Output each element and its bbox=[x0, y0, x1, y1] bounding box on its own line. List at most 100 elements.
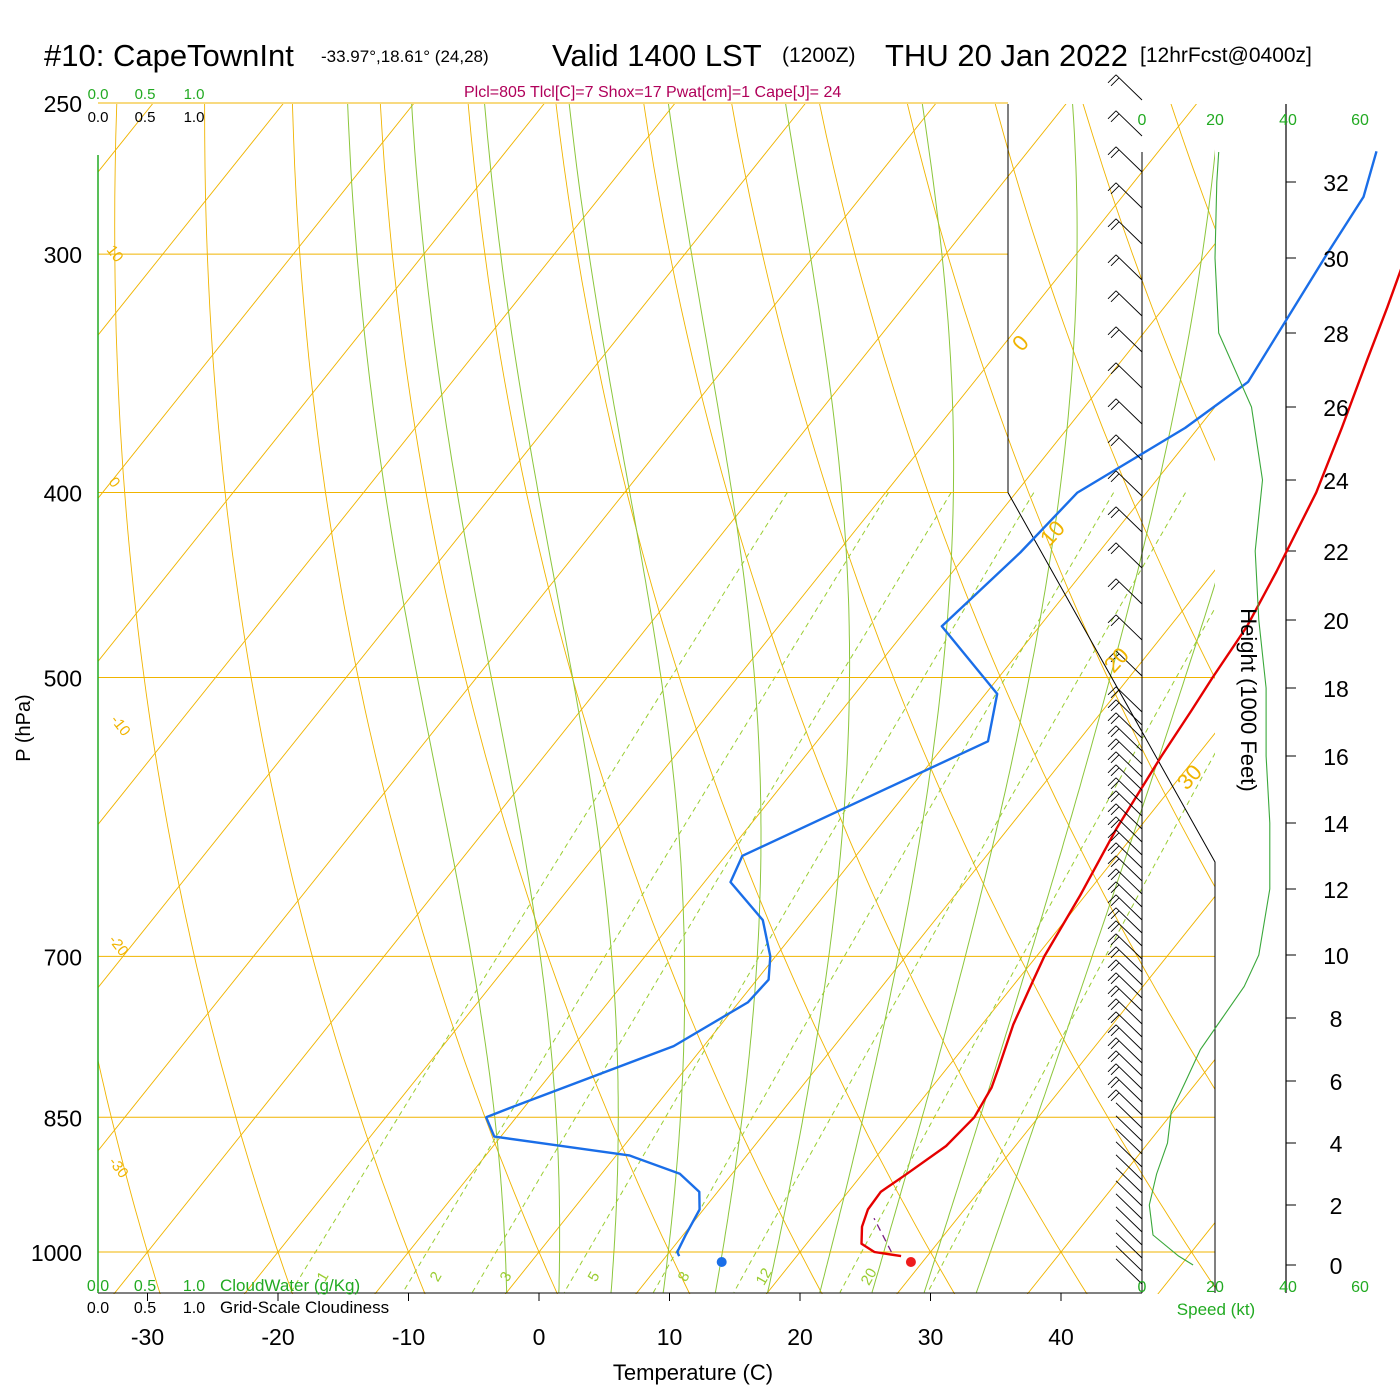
wind-barb-flag bbox=[1107, 74, 1117, 84]
wind-barb-flag bbox=[1107, 218, 1117, 228]
isotherm-line bbox=[98, 104, 414, 499]
wind-barb bbox=[1115, 146, 1143, 173]
wind-barb bbox=[1115, 1102, 1143, 1129]
dry-adiabat bbox=[1346, 103, 1400, 1300]
wind-barb-flag bbox=[1110, 149, 1120, 159]
wind-speed-tick-top: 40 bbox=[1279, 112, 1297, 129]
mixing-ratio-line bbox=[927, 752, 1215, 1293]
wind-barb bbox=[1115, 614, 1143, 641]
cloudiness-label: Grid-Scale Cloudiness bbox=[220, 1298, 389, 1317]
wind-barb bbox=[1115, 998, 1143, 1025]
wind-barb-flag bbox=[1107, 506, 1117, 516]
wind-barb bbox=[1115, 1089, 1143, 1116]
height-tick-label: 2 bbox=[1330, 1193, 1343, 1219]
wind-barb bbox=[1115, 1024, 1143, 1051]
moist-adiabat bbox=[667, 104, 762, 1293]
height-tick-label: 28 bbox=[1323, 321, 1349, 347]
wind-barb bbox=[1115, 470, 1143, 497]
wind-barb-flag bbox=[1107, 829, 1117, 839]
moist-adiabat bbox=[975, 582, 1215, 1293]
isotherm-line bbox=[98, 104, 675, 826]
wind-barb bbox=[1115, 362, 1143, 389]
wind-barb-flag bbox=[1107, 110, 1117, 120]
pressure-tick-label: 400 bbox=[44, 481, 82, 507]
wind-barb-flag bbox=[1107, 398, 1117, 408]
wind-barb-flag bbox=[1110, 1092, 1120, 1102]
wind-barb-flag bbox=[1107, 946, 1117, 956]
wind-barb bbox=[1115, 894, 1143, 921]
wind-barb-flag bbox=[1107, 362, 1117, 372]
isotherm-line bbox=[98, 104, 284, 336]
wind-barb bbox=[1115, 326, 1143, 353]
wind-barb-flag bbox=[1110, 741, 1120, 751]
wind-barb-flag bbox=[1107, 751, 1117, 761]
wind-barb bbox=[1115, 1232, 1143, 1259]
mixing-ratio-line bbox=[733, 492, 1186, 1293]
wind-barb bbox=[1115, 182, 1143, 209]
wind-barb-flag bbox=[1107, 686, 1117, 696]
grid-layer bbox=[98, 103, 1400, 1300]
dry-adiabat bbox=[1170, 104, 1215, 230]
wind-barb-flag bbox=[1107, 290, 1117, 300]
wind-barb bbox=[1115, 959, 1143, 986]
wind-barb bbox=[1115, 506, 1143, 533]
mixing-ratio-label: 5 bbox=[585, 1269, 604, 1285]
moist-adiabat bbox=[347, 104, 508, 1293]
wind-barb-flag bbox=[1107, 434, 1117, 444]
isotherm-label: 0 bbox=[1007, 330, 1034, 356]
height-tick-label: 24 bbox=[1323, 468, 1349, 494]
mixing-ratio-line bbox=[290, 492, 788, 1293]
height-tick-label: 10 bbox=[1323, 943, 1349, 969]
wind-barb-flag bbox=[1107, 738, 1117, 748]
wind-barb bbox=[1115, 1141, 1143, 1168]
wind-barb-flag bbox=[1110, 1079, 1120, 1089]
moist-adiabat bbox=[923, 149, 1215, 1293]
wind-speed-axis-label: Speed (kt) bbox=[1177, 1300, 1255, 1319]
wind-barb-flag bbox=[1110, 871, 1120, 881]
isotherm-label: 0 bbox=[105, 474, 124, 491]
moist-adiabat bbox=[819, 104, 955, 1293]
wind-barb-flag bbox=[1110, 910, 1120, 920]
dry-adiabat bbox=[467, 104, 823, 1294]
wind-barb-flag bbox=[1110, 897, 1120, 907]
wind-barb bbox=[1115, 1063, 1143, 1090]
wind-barb-flag bbox=[1107, 790, 1117, 800]
wind-barb bbox=[1115, 829, 1143, 856]
wind-barb-flag bbox=[1110, 1027, 1120, 1037]
isotherm-label: -10 bbox=[107, 712, 134, 740]
wind-barb bbox=[1115, 868, 1143, 895]
frame-layer bbox=[97, 102, 1296, 1301]
wind-barb-flag bbox=[1110, 832, 1120, 842]
wind-barb-flag bbox=[1107, 1011, 1117, 1021]
isotherm-line bbox=[1026, 1058, 1215, 1294]
wind-barb-flag bbox=[1110, 884, 1120, 894]
x-tick-label: 0 bbox=[533, 1324, 546, 1350]
wind-barb-flag bbox=[1110, 793, 1120, 803]
wind-barb bbox=[1115, 542, 1143, 569]
station-coordinates: -33.97°,18.61° (24,28) bbox=[321, 47, 489, 66]
wind-barb-flag bbox=[1107, 699, 1117, 709]
pressure-tick-label: 500 bbox=[44, 666, 82, 692]
isotherm-line bbox=[765, 732, 1215, 1294]
height-tick-label: 16 bbox=[1323, 744, 1349, 770]
wind-barb-flag bbox=[1107, 816, 1117, 826]
mixing-ratio-line bbox=[563, 492, 1035, 1293]
cloudiness-scale-bottom: 1.0 bbox=[183, 1300, 205, 1317]
plot-slanted-edge bbox=[1007, 492, 1216, 1293]
mixing-ratio-label: 12 bbox=[753, 1265, 776, 1288]
wind-barb-flag bbox=[1110, 702, 1120, 712]
cloudwater-scale-bottom: 0.5 bbox=[134, 1278, 156, 1295]
moist-adiabat bbox=[411, 104, 561, 1293]
wind-speed-tick-bottom: 0 bbox=[1138, 1279, 1147, 1296]
dry-adiabat bbox=[994, 104, 1215, 680]
wind-barb-flag bbox=[1110, 329, 1120, 339]
wind-barb-flag bbox=[1110, 767, 1120, 777]
wind-barb-flag bbox=[1107, 254, 1117, 264]
isotherm-line bbox=[374, 243, 1215, 1294]
wind-barb-flag bbox=[1107, 578, 1117, 588]
height-tick-label: 12 bbox=[1323, 877, 1349, 903]
isotherm-line bbox=[635, 569, 1215, 1294]
wind-speed-tick-bottom: 20 bbox=[1206, 1279, 1224, 1296]
wind-barb bbox=[1115, 1154, 1143, 1181]
